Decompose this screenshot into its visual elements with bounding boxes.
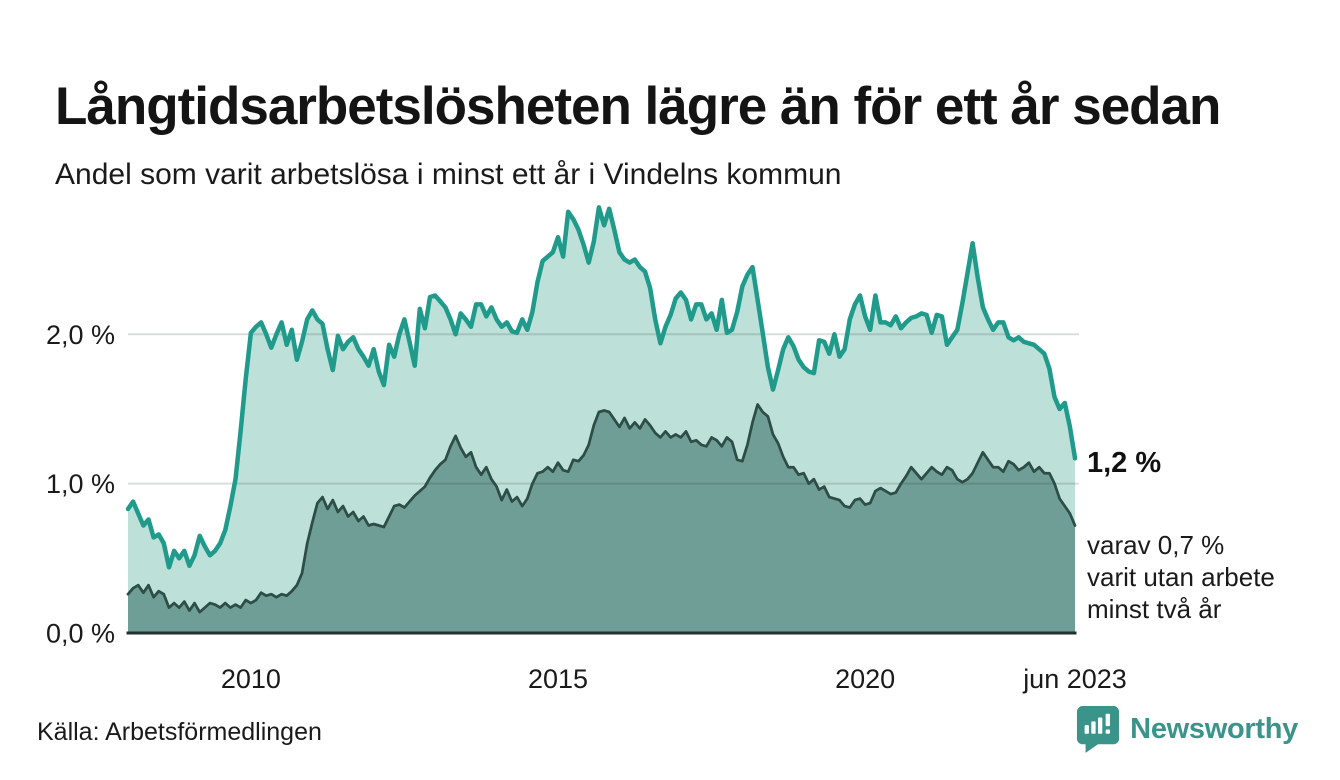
area-chart: 2,0 % 1,0 % 0,0 % 2010 2015 2020 jun 2023 1,2…: [46, 205, 1275, 694]
y-tick-label: 2,0 %: [46, 320, 115, 350]
chart-title: Långtidsarbetslösheten lägre än för ett …: [55, 76, 1221, 136]
x-tick-label: jun 2023: [1022, 664, 1127, 694]
series-lines: [125, 205, 1078, 614]
logo-exclamation-stem: [1105, 713, 1111, 727]
chart-subtitle: Andel som varit arbetslösa i minst ett å…: [55, 158, 842, 191]
latest-value-label: 1,2 %: [1087, 447, 1161, 479]
newsworthy-logo-icon: [1077, 706, 1120, 753]
newsworthy-logo: Newsworthy: [1076, 704, 1298, 754]
x-tick-label: 2010: [221, 664, 281, 694]
logo-exclamation-dot: [1105, 729, 1111, 734]
secondary-value-line-2: minst två år: [1087, 594, 1222, 624]
source-note: Källa: Arbetsförmedlingen: [37, 718, 322, 746]
y-tick-label: 0,0 %: [46, 619, 115, 649]
newsworthy-logo-text: Newsworthy: [1130, 712, 1298, 745]
x-tick-label: 2020: [835, 664, 895, 694]
series-line-0: [125, 205, 1078, 570]
y-axis-labels: 2,0 % 1,0 % 0,0 %: [46, 320, 115, 649]
logo-bar-chart-glyph: [1084, 713, 1111, 734]
chart-area: 2,0 % 1,0 % 0,0 % 2010 2015 2020 jun 2023 1,2…: [0, 170, 1340, 700]
secondary-value-line-0: varav 0,7 %: [1087, 530, 1224, 560]
series-fills: [128, 207, 1075, 633]
x-tick-label: 2015: [528, 664, 588, 694]
x-axis-labels: 2010 2015 2020 jun 2023: [221, 664, 1127, 694]
area-fill-series-1: [128, 404, 1075, 633]
secondary-value-line-1: varit utan arbete: [1087, 562, 1275, 592]
y-tick-label: 1,0 %: [46, 469, 115, 499]
series-line-1: [126, 403, 1077, 614]
